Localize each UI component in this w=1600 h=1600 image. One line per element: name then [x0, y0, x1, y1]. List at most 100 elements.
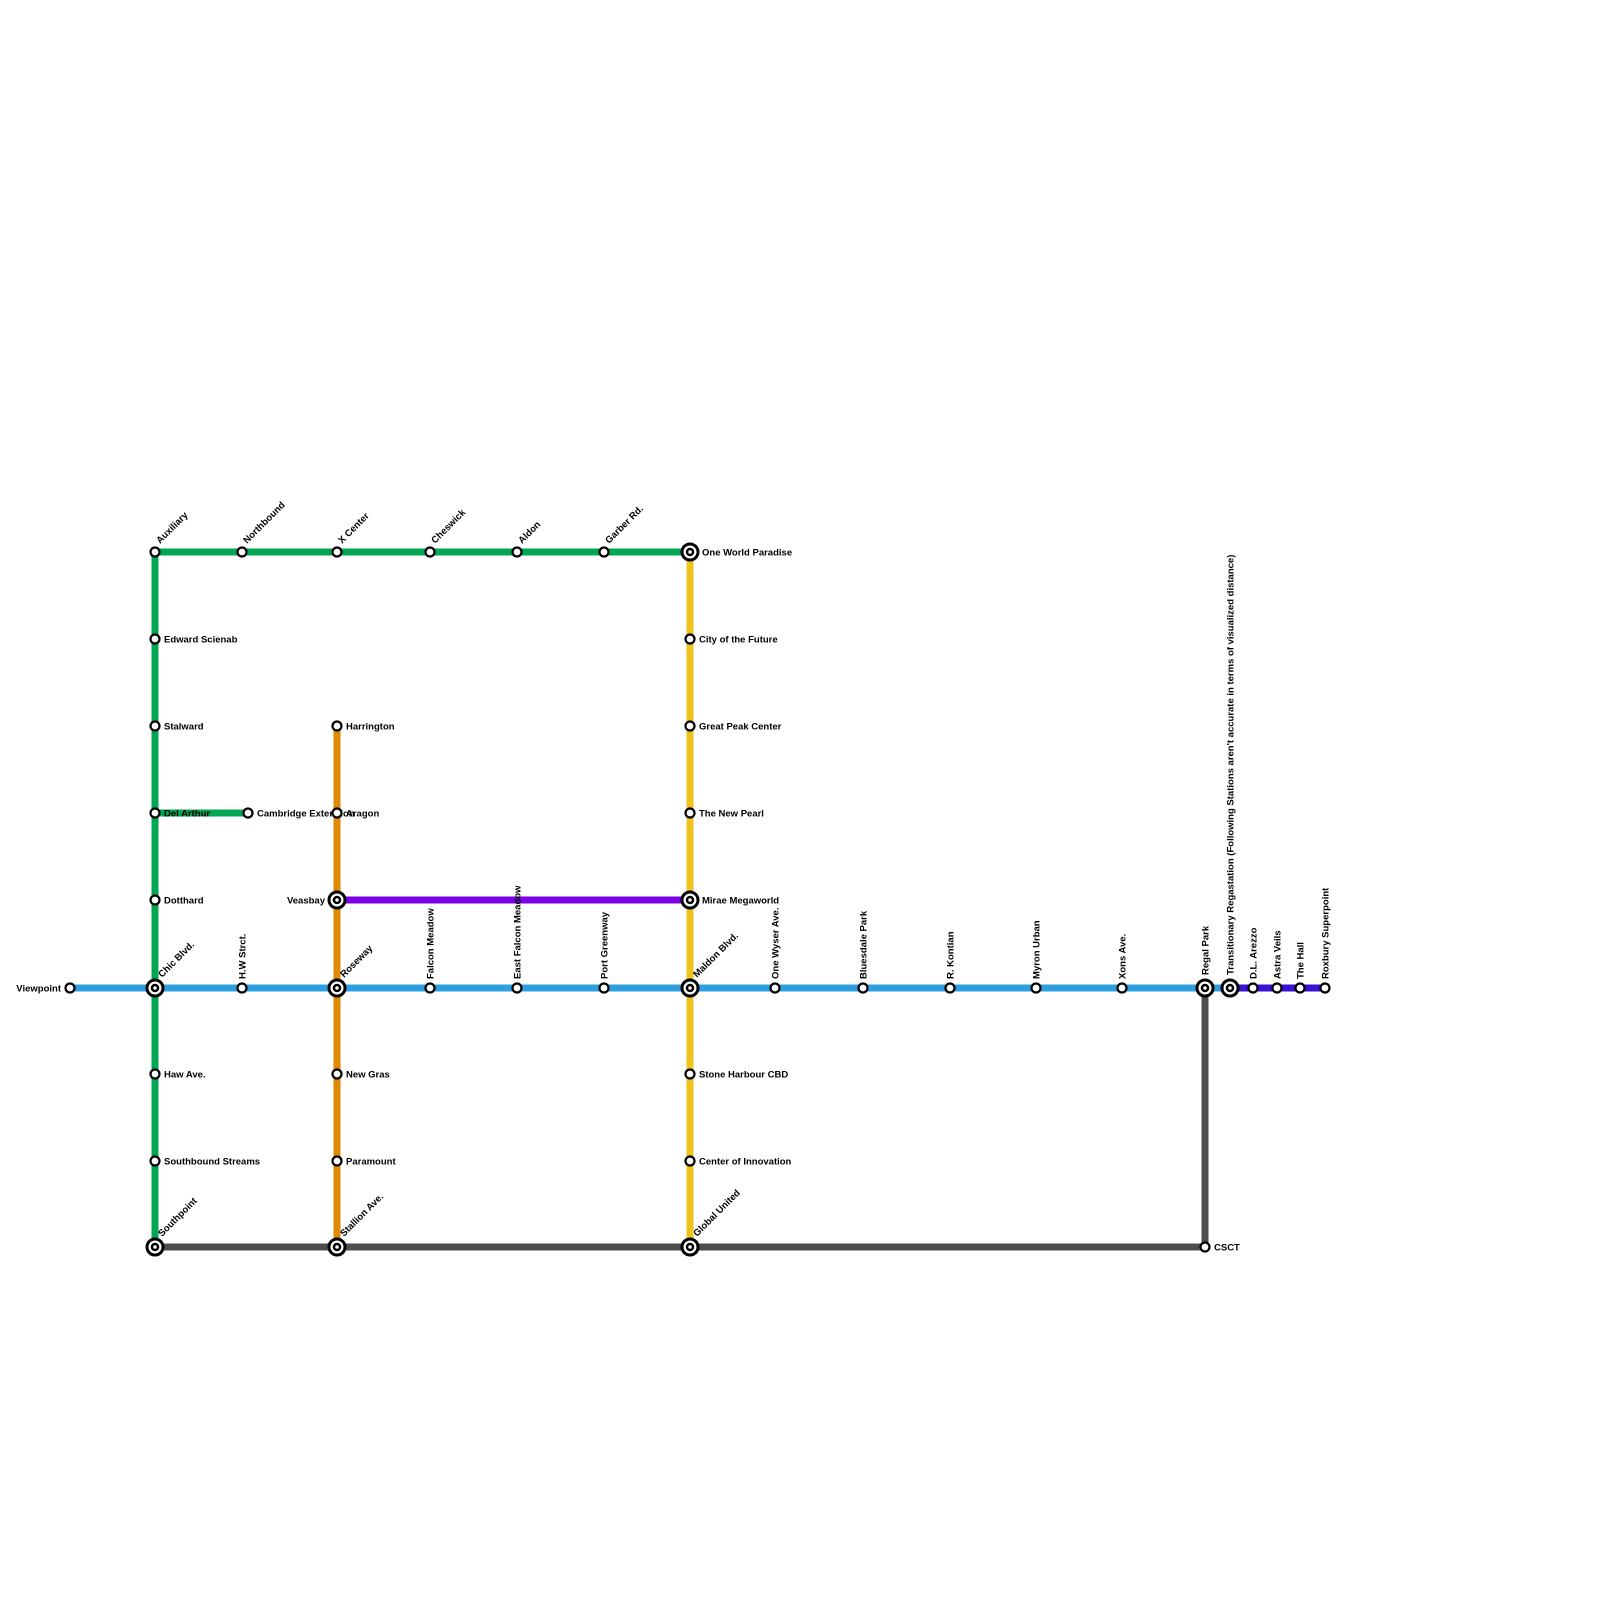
station-label: One Wyser Ave.: [771, 908, 782, 979]
station-label: Dotthard: [164, 896, 204, 907]
station-veasbay: Veasbay: [287, 890, 347, 910]
station-label: Maldon Blvd.: [691, 931, 741, 981]
station-label: H.W Strct.: [238, 934, 249, 979]
station-marker: [149, 720, 161, 732]
transfer-station-inner-ring: [1225, 983, 1235, 993]
station-label: Falcon Meadow: [426, 908, 437, 979]
station-label: Roxbury Superpoint: [1321, 887, 1332, 979]
station-label: R. Kontian: [946, 931, 957, 979]
station-label: City of the Future: [699, 635, 778, 646]
station-label: Transitionary Regastation (Following Sta…: [1226, 555, 1237, 975]
station-label: The Hall: [1296, 942, 1307, 979]
station-marker: [1116, 982, 1128, 994]
station-haw-ave: Haw Ave.: [149, 1068, 206, 1081]
station-label: Stallion Ave.: [338, 1192, 386, 1240]
transfer-station-inner-ring: [332, 983, 342, 993]
station-label: Haw Ave.: [164, 1070, 206, 1081]
station-marker: [242, 807, 254, 819]
station-the-new-pearl: The New Pearl: [684, 807, 764, 820]
transfer-station-inner-ring: [685, 1242, 695, 1252]
station-label: Harrington: [346, 722, 395, 733]
station-transitionary-regastation-following-stat: Transitionary Regastation (Following Sta…: [1220, 555, 1240, 998]
station-label: Stone Harbour CBD: [699, 1070, 788, 1081]
station-marker: [598, 982, 610, 994]
station-label: Mirae Megaworld: [702, 896, 779, 907]
station-aragon: Aragon: [331, 807, 379, 820]
station-city-of-the-future: City of the Future: [684, 633, 778, 646]
station-label: East Falcon Meadow: [513, 885, 524, 979]
station-label: Southbound Streams: [164, 1157, 260, 1168]
station-label: Del Arthur: [164, 809, 210, 820]
station-great-peak-center: Great Peak Center: [684, 720, 782, 733]
station-marker: [1294, 982, 1306, 994]
station-one-wyser-ave: One Wyser Ave.: [769, 908, 782, 994]
station-label: Roseway: [338, 943, 375, 980]
station-marker: [1199, 1241, 1211, 1253]
station-label: Great Peak Center: [699, 722, 782, 733]
station-marker: [149, 1068, 161, 1080]
station-label: D.L. Arezzo: [1249, 927, 1260, 979]
station-marker: [684, 1068, 696, 1080]
station-label: Veasbay: [287, 896, 326, 907]
station-label: Global United: [691, 1188, 743, 1240]
station-label: Cambridge Extension: [257, 809, 355, 820]
station-label: Cheswick: [429, 507, 468, 546]
station-marker: [684, 807, 696, 819]
line-gray: [155, 988, 1209, 1251]
station-r-kontian: R. Kontian: [944, 931, 957, 994]
station-marker: [857, 982, 869, 994]
transfer-station-inner-ring: [150, 1242, 160, 1252]
transfer-station-inner-ring: [685, 983, 695, 993]
station-edward-scienab: Edward Scienab: [149, 633, 238, 646]
station-southbound-streams: Southbound Streams: [149, 1155, 260, 1168]
station-marker: [684, 1155, 696, 1167]
station-label: The New Pearl: [699, 809, 764, 820]
station-marker: [331, 1155, 343, 1167]
station-marker: [149, 633, 161, 645]
station-label: Chic Blvd.: [156, 939, 197, 980]
station-label: One World Paradise: [702, 548, 792, 559]
station-marker: [236, 546, 248, 558]
station-one-world-paradise: One World Paradise: [680, 542, 792, 562]
station-roxbury-superpoint: Roxbury Superpoint: [1319, 887, 1332, 994]
station-label: X Center: [336, 511, 372, 547]
station-northbound: Northbound: [236, 500, 288, 558]
station-falcon-meadow: Falcon Meadow: [424, 908, 437, 994]
station-label: Garber Rd.: [603, 504, 646, 547]
station-label: Port Greenway: [600, 911, 611, 979]
station-port-greenway: Port Greenway: [598, 911, 611, 994]
station-marker: [684, 633, 696, 645]
station-label: New Gras: [346, 1070, 390, 1081]
station-d-l-arezzo: D.L. Arezzo: [1247, 927, 1260, 994]
station-marker: [769, 982, 781, 994]
station-dotthard: Dotthard: [149, 894, 204, 907]
station-del-arthur: Del Arthur: [149, 807, 210, 820]
station-east-falcon-meadow: East Falcon Meadow: [511, 885, 524, 994]
station-bluesdale-park: Bluesdale Park: [857, 910, 870, 994]
transfer-station-inner-ring: [1200, 983, 1210, 993]
station-label: Aldon: [516, 519, 543, 546]
station-label: Xons Ave.: [1118, 934, 1129, 979]
station-marker: [1247, 982, 1259, 994]
station-viewpoint: Viewpoint: [16, 982, 76, 995]
station-label: Bluesdale Park: [859, 910, 870, 979]
station-label: Southpoint: [156, 1195, 200, 1239]
station-astra-veils: Astra Veils: [1271, 930, 1284, 994]
station-marker: [331, 546, 343, 558]
station-label: Northbound: [241, 500, 287, 546]
station-stalward: Stalward: [149, 720, 204, 733]
station-csct: CSCT: [1199, 1241, 1240, 1254]
station-marker: [331, 807, 343, 819]
station-marker: [149, 894, 161, 906]
station-label: Astra Veils: [1273, 930, 1284, 979]
station-marker: [598, 546, 610, 558]
station-label: Aragon: [346, 809, 379, 820]
station-marker: [236, 982, 248, 994]
station-label: Paramount: [346, 1157, 396, 1168]
transfer-station-inner-ring: [685, 895, 695, 905]
station-marker: [64, 982, 76, 994]
station-new-gras: New Gras: [331, 1068, 390, 1081]
station-mirae-megaworld: Mirae Megaworld: [680, 890, 779, 910]
station-marker: [1271, 982, 1283, 994]
